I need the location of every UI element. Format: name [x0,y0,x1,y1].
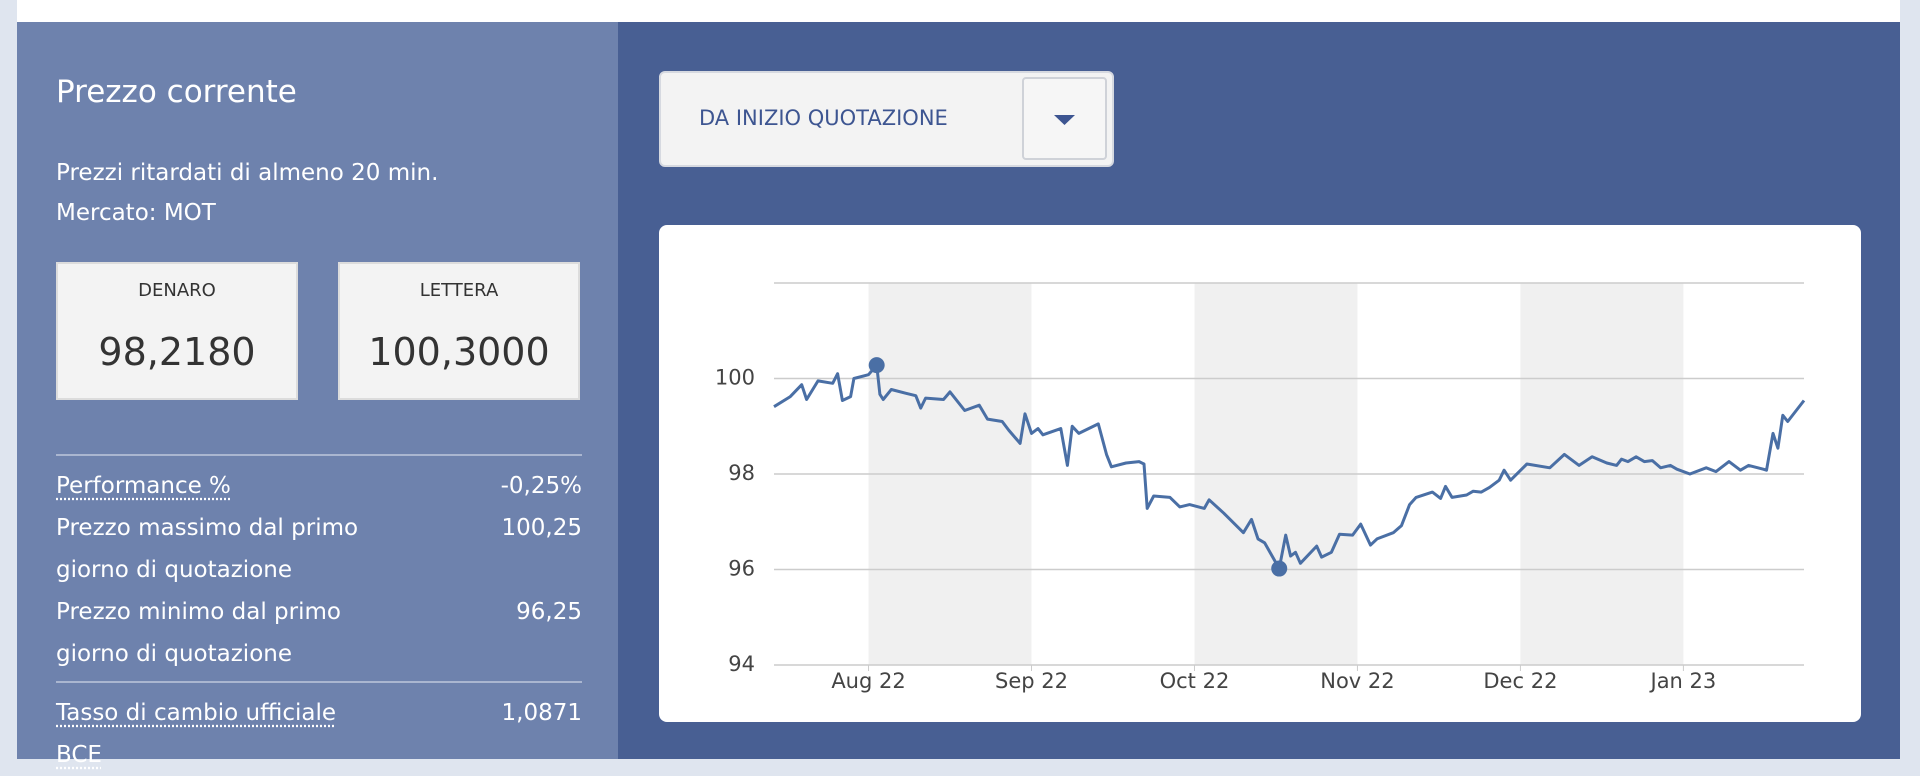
y-tick-label: 98 [728,461,755,485]
stat-label[interactable]: Tasso di cambio ufficiale BCE [56,700,336,768]
dropdown-label: DA INIZIO QUOTAZIONE [699,106,948,130]
divider [56,681,582,683]
x-tick-label: Jan 23 [1649,669,1717,693]
stat-value: 100,25 [501,515,582,541]
extreme-marker [868,357,885,374]
extreme-marker [1271,560,1288,577]
stat-value: -0,25% [500,473,582,499]
market: Mercato: MOT [56,200,216,226]
dropdown-button[interactable] [1022,77,1107,160]
stat-row: Prezzo minimo dal primo giorno di quotaz… [56,591,582,675]
delay-note: Prezzi ritardati di almeno 20 min. [56,160,439,186]
stat-label: Prezzo massimo dal primo giorno di quota… [56,515,359,583]
y-tick-label: 94 [728,652,755,676]
x-tick-label: Sep 22 [995,669,1068,693]
x-tick-label: Dec 22 [1483,669,1557,693]
chart: 94 96 98 100 Aug 22 Sep 22 Oct 22 Nov 22 Dec 22 J… [715,282,1806,693]
stat-row: Tasso di cambio ufficiale BCE 1,0871 [56,692,582,768]
stat-label[interactable]: Performance % [56,473,231,499]
panel-title: Prezzo corrente [56,74,297,110]
quote-box: LETTERA 100,3000 [338,262,580,400]
stat-label: Prezzo minimo dal primo giorno di quotaz… [56,599,341,667]
quote-box: DENARO 98,2180 [56,262,298,400]
price-line [773,363,1806,570]
x-tick-label: Oct 22 [1160,669,1230,693]
quote-label: DENARO [138,280,216,301]
quote-value: 98,2180 [98,330,256,374]
quote-value: 100,3000 [368,330,550,374]
y-tick-label: 100 [715,366,755,390]
period-dropdown[interactable]: DA INIZIO QUOTAZIONE [659,71,1114,167]
stat-row: Prezzo massimo dal primo giorno di quota… [56,507,582,591]
top-strip [17,0,1900,22]
dropdown-arrow [1054,115,1075,125]
stat-row: Performance % -0,25% [56,465,582,507]
stat-value: 1,0871 [501,700,582,726]
divider [56,454,582,456]
stat-value: 96,25 [516,599,582,625]
chart-card: 94 96 98 100 Aug 22 Sep 22 Oct 22 Nov 22 Dec 22 J… [659,225,1861,722]
y-tick-label: 96 [728,557,755,581]
x-tick-label: Nov 22 [1320,669,1394,693]
x-tick-label: Aug 22 [831,669,905,693]
quote-label: LETTERA [419,280,499,301]
